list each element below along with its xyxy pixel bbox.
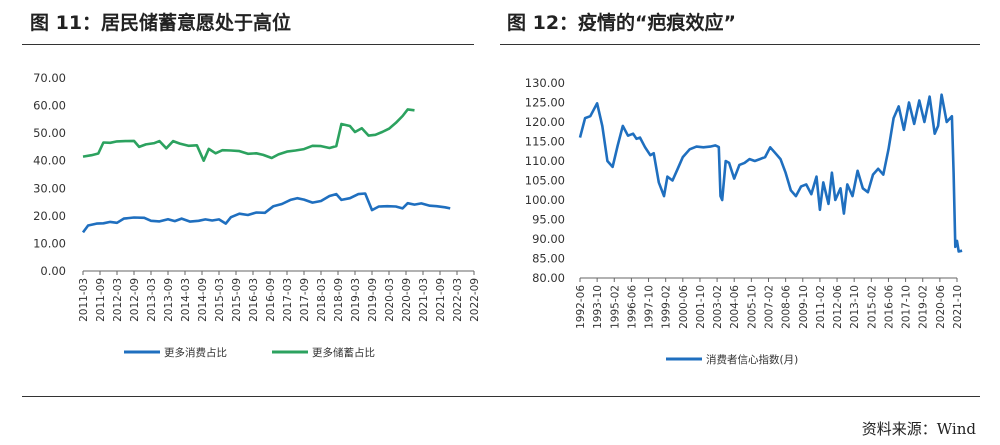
x-tick-label: 1992-06: [575, 285, 587, 329]
x-tick-label: 2013-03: [146, 278, 158, 322]
x-tick-label: 2004-06: [729, 285, 741, 329]
x-tick-label: 2021-03: [418, 278, 430, 322]
x-tick-label: 1999-02: [661, 285, 673, 329]
x-tick-label: 2011-09: [95, 278, 107, 322]
y-tick-label: 70.00: [33, 71, 66, 85]
x-tick-label: 2018-03: [316, 278, 328, 322]
y-tick-label: 0.00: [40, 264, 66, 278]
x-tick-label: 2019-09: [367, 278, 379, 322]
x-tick-label: 2011-03: [78, 278, 90, 322]
legend-label-1: 消费者信心指数(月): [706, 353, 798, 366]
y-tick-label: 40.00: [33, 154, 66, 168]
y-tick-label: 100.00: [525, 193, 565, 207]
x-tick-label: 2016-06: [883, 285, 895, 329]
x-tick-label: 2005-10: [746, 285, 758, 329]
x-tick-label: 1997-10: [644, 285, 656, 329]
x-tick-label: 2008-06: [781, 285, 793, 329]
x-tick-label: 2014-03: [180, 278, 192, 322]
x-tick-label: 2012-09: [129, 278, 141, 322]
x-tick-label: 2017-03: [282, 278, 294, 322]
x-tick-label: 2018-09: [333, 278, 345, 322]
x-tick-label: 2009-10: [798, 285, 810, 329]
y-tick-label: 105.00: [525, 174, 565, 188]
y-tick-label: 125.00: [525, 96, 565, 110]
left-figure-title: 图 11：居民储蓄意愿处于高位: [30, 12, 292, 34]
y-tick-label: 60.00: [33, 99, 66, 113]
y-tick-label: 30.00: [33, 181, 66, 195]
y-tick-label: 50.00: [33, 126, 66, 140]
bottom-rule: [22, 396, 980, 397]
x-tick-label: 2021-09: [435, 278, 447, 322]
y-tick-label: 85.00: [532, 252, 565, 266]
x-tick-label: 2007-02: [764, 285, 776, 329]
x-tick-label: 1996-06: [626, 285, 638, 329]
x-tick-label: 2021-10: [952, 285, 964, 329]
x-tick-label: 2001-10: [695, 285, 707, 329]
x-tick-label: 2016-09: [265, 278, 277, 322]
x-tick-label: 2012-06: [832, 285, 844, 329]
x-tick-label: 2015-02: [866, 285, 878, 329]
x-tick-label: 1993-10: [592, 285, 604, 329]
left-title-rule: [22, 44, 474, 45]
y-tick-label: 80.00: [532, 271, 565, 285]
x-tick-label: 2017-09: [299, 278, 311, 322]
series-line-1: [578, 93, 963, 253]
x-tick-label: 2020-06: [935, 285, 947, 329]
right-title-rule: [500, 44, 980, 45]
y-tick-label: 95.00: [532, 213, 565, 227]
right-figure-title: 图 12：疫情的“疤痕效应”: [507, 12, 737, 34]
x-tick-label: 2014-09: [197, 278, 209, 322]
y-tick-label: 90.00: [532, 232, 565, 246]
y-tick-label: 10.00: [33, 236, 66, 250]
x-tick-label: 2011-02: [815, 285, 827, 329]
series-line-1: [81, 192, 451, 234]
source-note: 资料来源：Wind: [861, 420, 976, 438]
x-tick-label: 2013-10: [849, 285, 861, 329]
x-tick-label: 2022-09: [469, 278, 481, 322]
x-tick-label: 2003-02: [712, 285, 724, 329]
x-tick-label: 1995-02: [609, 285, 621, 329]
legend-label-2: 更多储蓄占比: [312, 346, 375, 359]
y-tick-label: 110.00: [525, 154, 565, 168]
y-tick-label: 115.00: [525, 135, 565, 149]
x-tick-label: 2012-03: [112, 278, 124, 322]
x-tick-label: 2017-10: [901, 285, 913, 329]
y-tick-label: 20.00: [33, 209, 66, 223]
x-tick-label: 2015-03: [214, 278, 226, 322]
x-tick-label: 2013-09: [163, 278, 175, 322]
x-tick-label: 2019-02: [918, 285, 930, 329]
legend-label-1: 更多消费占比: [164, 346, 227, 359]
x-tick-label: 2020-03: [384, 278, 396, 322]
x-tick-label: 2020-09: [401, 278, 413, 322]
y-tick-label: 120.00: [525, 115, 565, 129]
y-tick-label: 130.00: [525, 76, 565, 90]
x-tick-label: 2019-03: [350, 278, 362, 322]
x-tick-label: 2022-03: [452, 278, 464, 322]
x-tick-label: 2015-09: [231, 278, 243, 322]
x-tick-label: 2000-06: [678, 285, 690, 329]
series-line-2: [82, 108, 415, 162]
x-tick-label: 2016-03: [248, 278, 260, 322]
